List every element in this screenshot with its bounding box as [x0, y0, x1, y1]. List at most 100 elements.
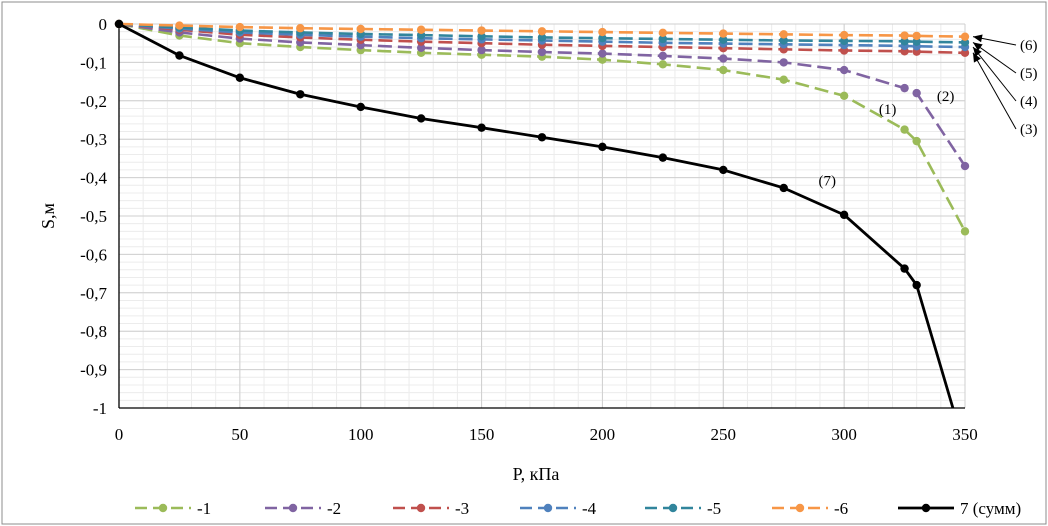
- legend-item: -3: [393, 499, 469, 518]
- data-point: [912, 280, 921, 290]
- annotation-label: (7): [818, 173, 836, 189]
- annotation-label: (5): [1020, 66, 1038, 82]
- data-point: [235, 73, 245, 82]
- x-tick-label: 300: [831, 425, 857, 444]
- data-point: [912, 31, 921, 41]
- series-line: [118, 22, 967, 232]
- series-6: [114, 19, 970, 41]
- data-point: [960, 32, 970, 41]
- x-tick-label: 100: [348, 425, 374, 444]
- data-point: [477, 26, 486, 35]
- data-point: [839, 36, 849, 46]
- annotation-arrowhead: [973, 34, 983, 43]
- legend-item: -5: [645, 499, 721, 518]
- y-tick-label: -0,6: [80, 245, 107, 264]
- annotation-arrow: [972, 46, 1017, 102]
- series-2: [114, 19, 970, 171]
- data-point: [900, 31, 909, 40]
- legend-marker: [416, 503, 426, 513]
- data-point: [960, 161, 970, 171]
- data-point: [598, 49, 607, 58]
- annotation-arrowhead: [973, 47, 982, 57]
- annotation-arrow: [972, 52, 1017, 130]
- x-tick-label: 50: [231, 425, 248, 444]
- x-tick-label: 150: [469, 425, 495, 444]
- legend-item: -4: [520, 499, 597, 518]
- legend-label: -6: [834, 499, 848, 518]
- data-point: [658, 28, 668, 38]
- annotation-arrowhead: [973, 52, 981, 63]
- legend-marker: [543, 503, 553, 513]
- data-point: [900, 37, 909, 46]
- series-line: [118, 22, 955, 409]
- annotation-label: (1): [879, 102, 897, 118]
- data-point: [912, 37, 921, 46]
- data-point: [779, 36, 788, 45]
- data-point: [598, 27, 607, 37]
- data-point: [598, 34, 607, 43]
- data-point: [779, 183, 788, 193]
- data-point: [477, 32, 486, 41]
- x-tick-label: 250: [711, 425, 737, 444]
- data-point: [779, 75, 788, 84]
- data-point: [416, 114, 426, 123]
- data-point: [839, 30, 849, 40]
- legend-label: -3: [455, 499, 469, 518]
- data-point: [658, 34, 668, 44]
- data-point: [114, 19, 124, 29]
- y-tick-label: -0,8: [80, 322, 107, 341]
- y-tick-label: 0: [99, 15, 108, 34]
- data-point: [477, 45, 486, 55]
- series-line: [118, 22, 967, 167]
- data-point: [912, 136, 921, 146]
- data-point: [598, 55, 607, 64]
- legend-marker: [795, 503, 805, 513]
- data-point: [598, 142, 607, 152]
- legend-label: -2: [327, 499, 341, 518]
- annotation-label: (4): [1020, 94, 1038, 110]
- series-line: [118, 22, 966, 49]
- legend-item: 7 (сумм): [898, 499, 1021, 518]
- data-point: [779, 30, 788, 39]
- data-point: [537, 33, 547, 42]
- data-point: [175, 21, 184, 30]
- series-line: [118, 22, 966, 44]
- series-7: [114, 19, 955, 409]
- data-point: [900, 264, 909, 273]
- data-point: [719, 29, 728, 38]
- data-point: [416, 43, 426, 53]
- legend-label: -5: [707, 499, 721, 518]
- y-tick-label: -0,4: [80, 169, 107, 188]
- series-line: [118, 22, 966, 38]
- data-point: [839, 65, 849, 75]
- data-point: [356, 24, 365, 34]
- x-tick-label: 350: [952, 425, 978, 444]
- y-tick-label: -0,1: [80, 53, 107, 72]
- x-tick-label: 200: [590, 425, 616, 444]
- data-point: [900, 83, 909, 93]
- data-point: [719, 54, 728, 63]
- data-point: [779, 58, 788, 67]
- y-tick-label: -0,9: [80, 361, 107, 380]
- y-axis-title: S,м: [38, 203, 58, 229]
- data-point: [839, 91, 849, 101]
- data-point: [719, 65, 728, 75]
- y-tick-label: -0,7: [80, 284, 107, 303]
- data-point: [356, 102, 365, 112]
- data-point: [175, 51, 184, 60]
- legend: -1 -2 -3 -4 -5 -6 7 (сумм): [135, 499, 1021, 518]
- annotation-label: (2): [937, 89, 955, 105]
- y-tick-label: -0,2: [80, 92, 107, 111]
- annotation-label: (3): [1020, 122, 1038, 138]
- data-point: [960, 38, 970, 47]
- series-group: [114, 19, 970, 409]
- data-point: [537, 27, 547, 36]
- legend-item: -2: [265, 499, 341, 518]
- data-point: [960, 227, 970, 236]
- annotations: (1) (2) (7) (6) (5) (4) (3): [818, 34, 1038, 189]
- data-point: [900, 125, 909, 134]
- series-line: [118, 22, 966, 55]
